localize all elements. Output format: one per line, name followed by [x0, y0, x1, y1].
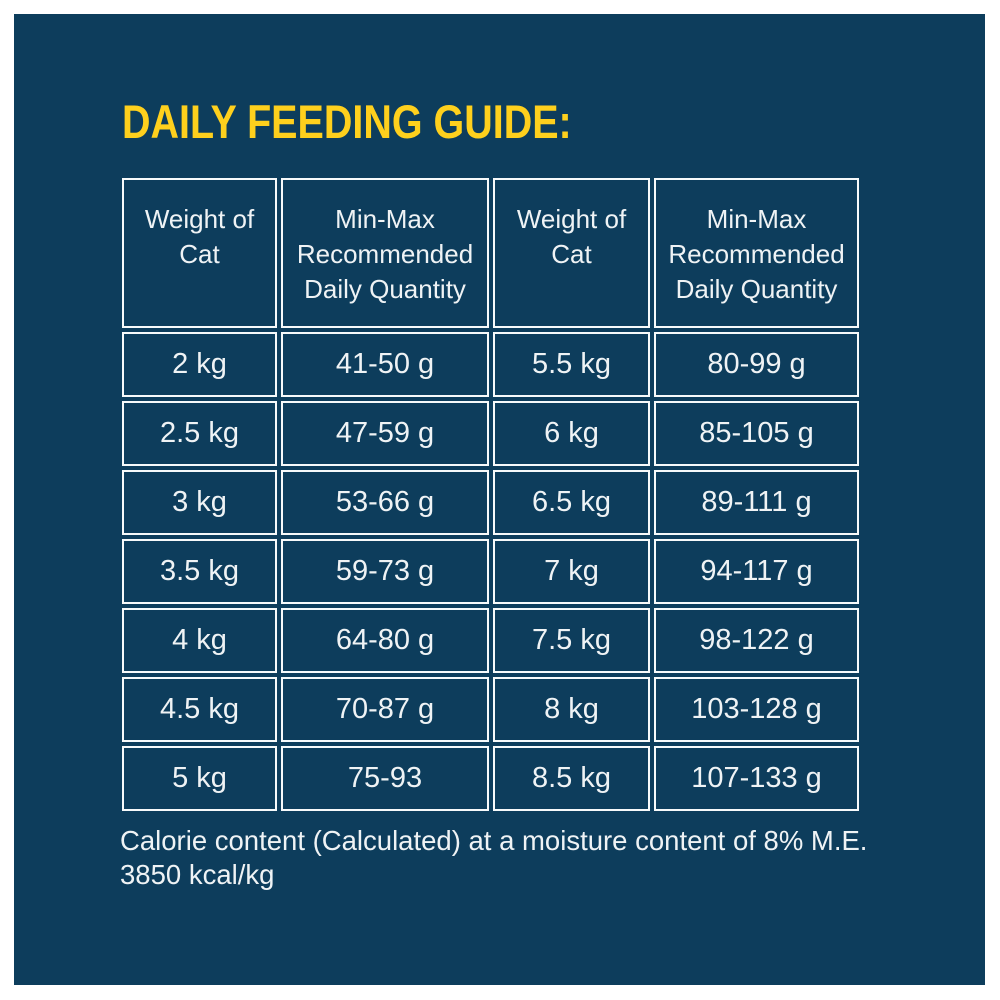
table-cell: 3.5 kg [122, 539, 277, 604]
table-cell: 5 kg [122, 746, 277, 811]
table-cell: 53-66 g [281, 470, 489, 535]
header-cell: Min-Max Recommended Daily Quantity [654, 178, 859, 328]
table-cell: 2 kg [122, 332, 277, 397]
table-cell: 6.5 kg [493, 470, 650, 535]
table-cell: 4 kg [122, 608, 277, 673]
header-cell: Weight of Cat [493, 178, 650, 328]
table-cell: 47-59 g [281, 401, 489, 466]
table-cell: 107-133 g [654, 746, 859, 811]
table-cell: 59-73 g [281, 539, 489, 604]
table-cell: 7 kg [493, 539, 650, 604]
calorie-note: Calorie content (Calculated) at a moistu… [120, 824, 867, 891]
table-cell: 80-99 g [654, 332, 859, 397]
table-cell: 64-80 g [281, 608, 489, 673]
background-panel [14, 14, 985, 985]
feeding-table: Weight of Cat Min-Max Recommended Daily Q… [122, 178, 859, 811]
table-cell: 4.5 kg [122, 677, 277, 742]
table-cell: 103-128 g [654, 677, 859, 742]
table-cell: 70-87 g [281, 677, 489, 742]
table-cell: 75-93 [281, 746, 489, 811]
table-cell: 6 kg [493, 401, 650, 466]
table-cell: 7.5 kg [493, 608, 650, 673]
table-cell: 8 kg [493, 677, 650, 742]
page-title: DAILY FEEDING GUIDE: [122, 95, 572, 148]
table-cell: 2.5 kg [122, 401, 277, 466]
calorie-note-line1: Calorie content (Calculated) at a moistu… [120, 825, 868, 856]
table-cell: 41-50 g [281, 332, 489, 397]
table-cell: 85-105 g [654, 401, 859, 466]
calorie-note-line2: 3850 kcal/kg [120, 858, 275, 890]
header-cell: Min-Max Recommended Daily Quantity [281, 178, 489, 328]
table-cell: 5.5 kg [493, 332, 650, 397]
table-cell: 3 kg [122, 470, 277, 535]
table-cell: 94-117 g [654, 539, 859, 604]
header-cell: Weight of Cat [122, 178, 277, 328]
table-cell: 98-122 g [654, 608, 859, 673]
table-cell: 8.5 kg [493, 746, 650, 811]
table-cell: 89-111 g [654, 470, 859, 535]
